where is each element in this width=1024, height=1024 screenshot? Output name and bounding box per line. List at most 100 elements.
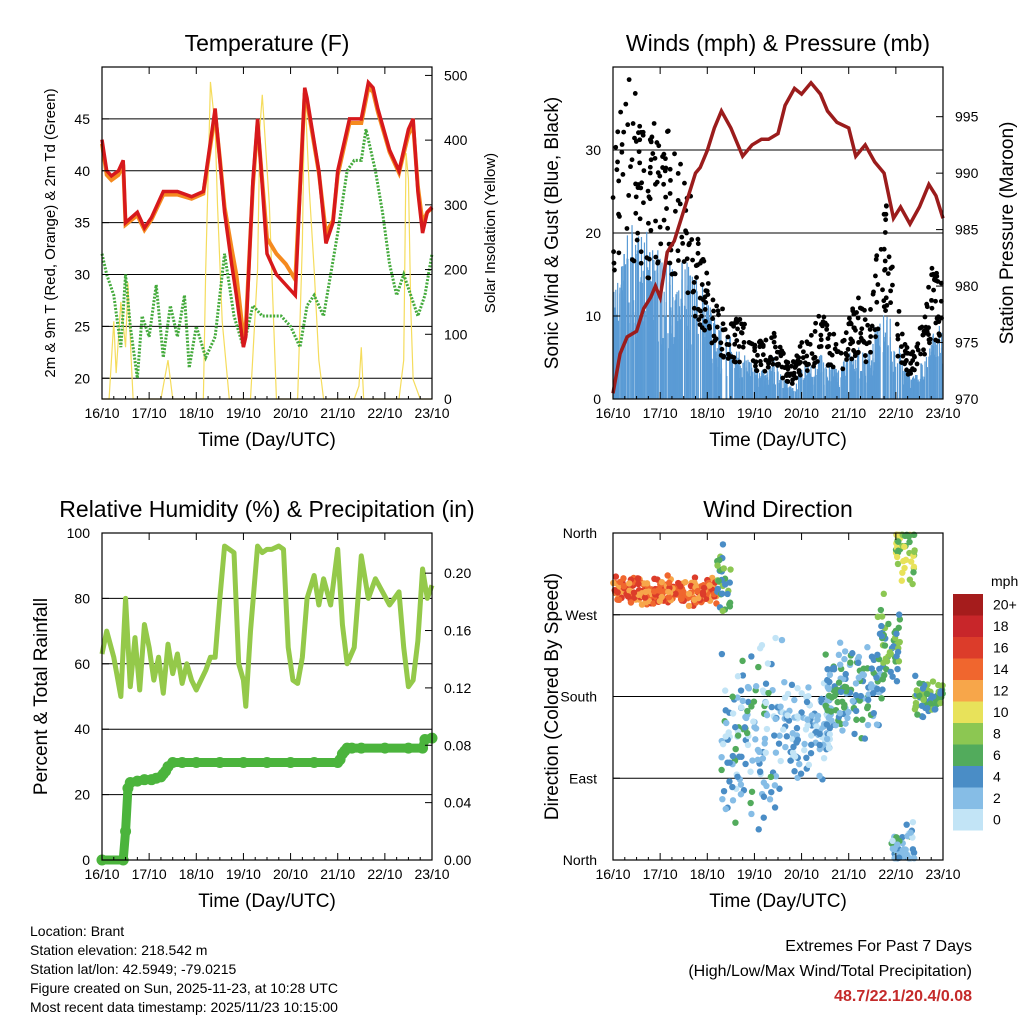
direction-point <box>729 710 737 717</box>
gust-point <box>771 339 777 345</box>
direction-point <box>895 658 903 665</box>
gust-point <box>718 340 724 346</box>
gust-point <box>650 151 656 156</box>
gust-point <box>615 129 621 135</box>
direction-point <box>789 730 796 737</box>
gust-point <box>630 121 636 126</box>
gust-point <box>881 246 887 252</box>
y-tick-label: 80 <box>74 590 90 606</box>
x-tick-label: 18/10 <box>690 866 725 882</box>
gust-point <box>729 321 735 327</box>
gust-point <box>902 348 908 354</box>
gust-point <box>885 271 891 277</box>
direction-point <box>755 663 762 671</box>
direction-point <box>737 791 745 798</box>
y-right-axis-label: Station Pressure (Maroon) <box>997 122 1018 345</box>
direction-point <box>616 578 624 586</box>
direction-point <box>895 854 903 861</box>
gust-point <box>784 373 789 379</box>
gust-point <box>921 332 926 338</box>
plot-area <box>100 78 434 400</box>
y-right-tick-label: 990 <box>955 165 979 181</box>
direction-point <box>752 736 759 743</box>
gust-point <box>675 198 681 203</box>
direction-point <box>742 760 749 768</box>
direction-point <box>739 672 747 679</box>
direction-point <box>849 650 856 657</box>
direction-point <box>808 741 815 748</box>
gust-point <box>640 129 646 135</box>
temperature-chart: Temperature (F) 16/10 17/10 18/10 19/10 20/10… <box>42 30 499 451</box>
direction-point <box>910 569 917 576</box>
direction-point <box>808 712 816 719</box>
direction-point <box>718 650 726 658</box>
gust-point <box>639 180 645 186</box>
gust-point <box>691 288 697 294</box>
plot-area <box>610 77 945 399</box>
x-tick-label: 19/10 <box>226 866 261 882</box>
direction-point <box>665 588 672 596</box>
direction-point <box>685 590 693 597</box>
gust-point <box>645 220 651 226</box>
direction-point <box>894 841 901 848</box>
gust-point <box>773 344 778 350</box>
gust-point <box>788 363 794 369</box>
x-tick-label: 20/10 <box>784 405 819 421</box>
gust-point <box>782 365 788 371</box>
legend-label: 2 <box>993 790 1001 806</box>
direction-point <box>835 679 843 686</box>
direction-point <box>868 653 876 660</box>
gust-point <box>719 346 725 352</box>
direction-point <box>766 796 774 803</box>
gust-point <box>800 349 806 355</box>
gust-point <box>868 307 873 312</box>
y-tick-label: 30 <box>585 142 601 158</box>
gust-point <box>818 332 824 338</box>
gust-point <box>794 353 800 359</box>
direction-point <box>898 577 905 584</box>
direction-point <box>709 574 716 582</box>
direction-point <box>805 692 812 700</box>
gust-point <box>711 333 717 339</box>
direction-point <box>719 740 727 748</box>
gust-point <box>791 359 797 365</box>
direction-point <box>782 743 789 751</box>
gust-point <box>626 193 632 198</box>
precip-point <box>355 742 367 754</box>
gust-point <box>763 357 769 363</box>
gust-point <box>619 149 625 155</box>
direction-point <box>839 698 846 705</box>
gust-point <box>881 211 887 217</box>
direction-point <box>748 810 755 818</box>
gust-point <box>808 332 814 338</box>
direction-point <box>635 580 642 588</box>
gust-point <box>825 336 831 341</box>
legend-label: 8 <box>993 725 1001 741</box>
direction-point <box>760 814 767 821</box>
direction-point <box>720 565 728 572</box>
gust-point <box>862 317 868 323</box>
gust-point <box>694 275 699 280</box>
direction-point <box>744 741 752 749</box>
gust-point <box>647 170 653 176</box>
direction-point <box>803 698 811 706</box>
direction-point <box>734 673 742 680</box>
gust-point <box>847 315 852 321</box>
precip-point <box>346 742 358 754</box>
gust-point <box>757 358 763 364</box>
direction-point <box>873 721 881 728</box>
direction-point <box>739 697 746 705</box>
gust-point <box>818 337 824 343</box>
direction-point <box>804 716 811 723</box>
direction-point <box>694 587 701 595</box>
gust-point <box>868 349 873 355</box>
gust-point <box>645 275 651 281</box>
direction-point <box>747 768 754 775</box>
gust-point <box>889 264 895 270</box>
gust-point <box>906 370 912 375</box>
gust-point <box>648 139 654 145</box>
figure-created: Figure created on Sun, 2025-11-23, at 10… <box>30 980 338 996</box>
gust-point <box>635 230 641 236</box>
direction-point <box>714 585 722 593</box>
